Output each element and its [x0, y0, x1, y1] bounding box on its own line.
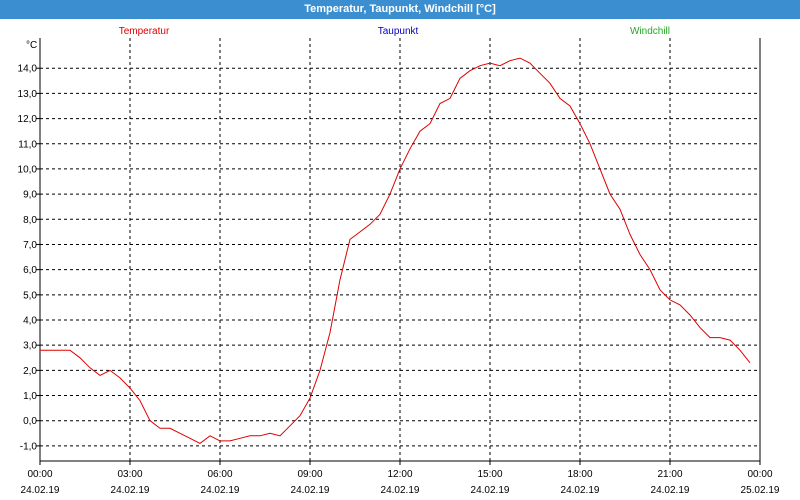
- legend-item-windchill: Windchill: [630, 26, 670, 37]
- legend-item-taupunkt: Taupunkt: [378, 26, 419, 37]
- x-tick-date-label: 24.02.19: [21, 485, 60, 496]
- y-tick-label: 4,0: [23, 316, 37, 327]
- y-tick-label: -1,0: [20, 441, 38, 452]
- y-tick-label: 8,0: [23, 215, 37, 226]
- y-tick-label: 2,0: [23, 366, 37, 377]
- x-tick-date-label: 25.02.19: [741, 485, 780, 496]
- y-tick-label: 1,0: [23, 391, 37, 402]
- y-tick-label: 6,0: [23, 265, 37, 276]
- y-tick-label: 11,0: [18, 139, 37, 150]
- x-tick-date-label: 24.02.19: [381, 485, 420, 496]
- y-tick-label: 13,0: [18, 89, 38, 100]
- legend-item-temperatur: Temperatur: [119, 26, 170, 37]
- x-tick-date-label: 24.02.19: [561, 485, 600, 496]
- x-tick-date-label: 24.02.19: [111, 485, 150, 496]
- x-tick-date-label: 24.02.19: [291, 485, 330, 496]
- y-tick-label: 3,0: [23, 341, 37, 352]
- series-line-temperatur: [40, 57, 751, 444]
- x-tick-time-label: 21:00: [657, 469, 682, 480]
- x-tick-date-label: 24.02.19: [651, 485, 690, 496]
- chart-title: Temperatur, Taupunkt, Windchill [°C]: [0, 0, 800, 19]
- x-tick-time-label: 15:00: [477, 469, 502, 480]
- y-tick-label: 12,0: [18, 114, 38, 125]
- y-tick-label: 7,0: [23, 240, 37, 251]
- y-tick-label: 10,0: [18, 164, 38, 175]
- y-tick-label: 0,0: [23, 416, 37, 427]
- x-tick-time-label: 00:00: [747, 469, 772, 480]
- x-tick-time-label: 12:00: [387, 469, 412, 480]
- x-tick-time-label: 00:00: [27, 469, 52, 480]
- y-tick-label: 14,0: [18, 64, 38, 75]
- x-tick-time-label: 03:00: [117, 469, 142, 480]
- x-tick-date-label: 24.02.19: [201, 485, 240, 496]
- y-axis-unit: °C: [26, 40, 37, 51]
- y-tick-label: 9,0: [23, 190, 37, 201]
- x-tick-time-label: 06:00: [207, 469, 232, 480]
- x-tick-date-label: 24.02.19: [471, 485, 510, 496]
- x-tick-time-label: 09:00: [297, 469, 322, 480]
- x-tick-time-label: 18:00: [567, 469, 592, 480]
- y-tick-label: 5,0: [23, 290, 37, 301]
